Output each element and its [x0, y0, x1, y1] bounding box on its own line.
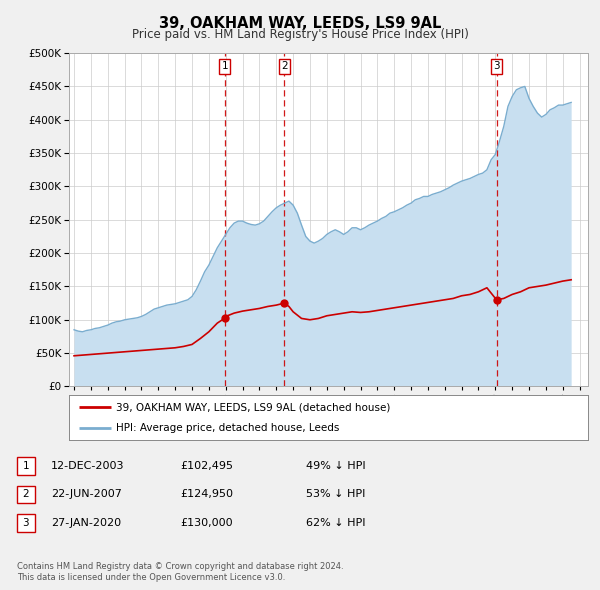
- Text: 49% ↓ HPI: 49% ↓ HPI: [306, 461, 365, 471]
- Text: 27-JAN-2020: 27-JAN-2020: [51, 518, 121, 527]
- Text: 53% ↓ HPI: 53% ↓ HPI: [306, 490, 365, 499]
- Text: 22-JUN-2007: 22-JUN-2007: [51, 490, 122, 499]
- Text: 62% ↓ HPI: 62% ↓ HPI: [306, 518, 365, 527]
- Text: 3: 3: [493, 61, 500, 71]
- Text: This data is licensed under the Open Government Licence v3.0.: This data is licensed under the Open Gov…: [17, 572, 285, 582]
- Text: 39, OAKHAM WAY, LEEDS, LS9 9AL: 39, OAKHAM WAY, LEEDS, LS9 9AL: [159, 16, 441, 31]
- Text: 1: 1: [22, 461, 29, 471]
- Text: Contains HM Land Registry data © Crown copyright and database right 2024.: Contains HM Land Registry data © Crown c…: [17, 562, 343, 571]
- Text: 39, OAKHAM WAY, LEEDS, LS9 9AL (detached house): 39, OAKHAM WAY, LEEDS, LS9 9AL (detached…: [116, 402, 390, 412]
- Text: £124,950: £124,950: [180, 490, 233, 499]
- Text: Price paid vs. HM Land Registry's House Price Index (HPI): Price paid vs. HM Land Registry's House …: [131, 28, 469, 41]
- Text: HPI: Average price, detached house, Leeds: HPI: Average price, detached house, Leed…: [116, 422, 339, 432]
- Text: 3: 3: [22, 518, 29, 527]
- Text: 1: 1: [221, 61, 228, 71]
- Text: 2: 2: [281, 61, 287, 71]
- Text: £102,495: £102,495: [180, 461, 233, 471]
- Text: £130,000: £130,000: [180, 518, 233, 527]
- Text: 2: 2: [22, 490, 29, 499]
- Text: 12-DEC-2003: 12-DEC-2003: [51, 461, 125, 471]
